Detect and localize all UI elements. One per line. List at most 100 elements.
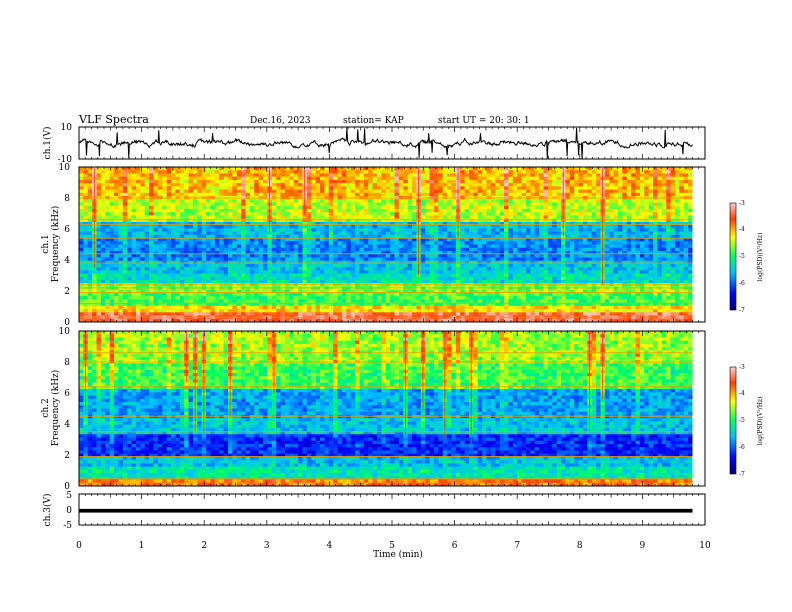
spectrogram-cell — [407, 273, 413, 278]
spectrogram-cell — [175, 241, 181, 245]
spectrogram-cell — [574, 212, 579, 216]
spectrogram-cell — [473, 234, 479, 239]
spectrogram-cell — [236, 257, 242, 262]
spectrogram-cell — [666, 218, 671, 223]
spectrogram-cell — [609, 179, 614, 184]
spectrogram-cell — [657, 244, 663, 249]
spectrogram-cell — [184, 225, 189, 229]
spectrogram-cell — [96, 263, 102, 268]
spectrogram-cell — [464, 263, 470, 268]
spectrogram-cell — [333, 267, 338, 271]
spectrogram-cell — [534, 241, 540, 245]
spectrogram-cell — [210, 208, 216, 213]
spectrogram-cell — [179, 225, 185, 229]
spectrogram-cell — [96, 260, 102, 265]
spectrogram-cell — [109, 179, 115, 184]
spectrogram-cell — [591, 263, 597, 268]
spectrogram-cell — [666, 270, 671, 274]
spectrogram-cell — [425, 192, 430, 197]
spectrogram-cell — [473, 173, 479, 178]
spectrogram-cell — [508, 212, 514, 216]
spectrogram-cell — [398, 173, 404, 178]
spectrogram-cell — [197, 189, 203, 194]
spectrogram-cell — [517, 250, 522, 255]
spectrogram-cell — [188, 221, 194, 226]
spectrogram-cell — [420, 276, 426, 281]
spectrogram-cell — [552, 270, 558, 274]
spectrogram-cell — [394, 189, 400, 194]
spectrogram-cell — [688, 270, 693, 274]
spectrogram-cell — [149, 218, 154, 223]
spectrogram-cell — [679, 270, 685, 274]
spectrogram-cell — [530, 238, 536, 242]
spectrogram-cell — [574, 202, 579, 207]
spectrogram-cell — [201, 199, 207, 203]
spectrogram-cell — [114, 238, 119, 242]
spectrogram-cell — [359, 183, 365, 187]
spectrogram-cell — [688, 215, 693, 220]
spectrogram-cell — [219, 273, 224, 278]
spectrogram-cell — [622, 276, 628, 281]
spectrogram-cell — [670, 199, 676, 203]
spectrogram-cell — [166, 234, 172, 239]
spectrogram-cell — [683, 189, 689, 194]
spectrogram-cell — [394, 225, 400, 229]
spectrogram-cell — [109, 170, 115, 174]
spectrogram-cell — [214, 257, 220, 262]
spectrogram-cell — [280, 176, 286, 181]
spectrogram-cell — [131, 267, 137, 271]
spectrogram-cell — [306, 257, 312, 262]
spectrogram-cell — [460, 247, 466, 252]
spectrogram-cell — [83, 228, 89, 232]
spectrogram-cell — [653, 212, 658, 216]
spectrogram-cell — [271, 280, 277, 284]
spectrogram-cell — [149, 228, 154, 232]
spectrogram-cell — [258, 247, 264, 252]
spectrogram-cell — [223, 276, 229, 281]
spectrogram-cell — [565, 241, 571, 245]
spectrogram-cell — [412, 238, 417, 242]
spectrogram-cell — [547, 260, 553, 265]
spectrogram-cell — [135, 231, 141, 236]
spectrogram-cell — [245, 212, 251, 216]
spectrogram-cell — [223, 215, 229, 220]
spectrogram-cell — [635, 170, 641, 174]
spectrogram-cell — [271, 183, 277, 187]
spectrogram-cell — [504, 215, 509, 220]
spectrogram-cell — [245, 173, 251, 178]
spectrogram-cell — [547, 228, 553, 232]
spectrogram-cell — [328, 176, 334, 181]
spectrogram-cell — [517, 186, 522, 191]
spectrogram-cell — [420, 225, 426, 229]
spectrogram-cell — [556, 179, 562, 184]
spectrogram-cell — [333, 221, 338, 226]
spectrogram-cell — [420, 273, 426, 278]
spectrogram-cell — [617, 267, 623, 271]
spectrogram-cell — [679, 267, 685, 271]
spectrogram-cell — [350, 241, 356, 245]
spectrogram-cell — [289, 241, 295, 245]
spectrogram-cell — [512, 234, 518, 239]
spectrogram-cell — [271, 215, 277, 220]
spectrogram-cell — [131, 212, 137, 216]
spectrogram-cell — [657, 273, 663, 278]
spectrogram-cell — [341, 228, 347, 232]
spectrogram-cell — [109, 241, 115, 245]
spectrogram-cell — [219, 208, 224, 213]
spectrogram-cell — [162, 234, 168, 239]
spectrogram-cell — [258, 170, 264, 174]
spectrogram-cell — [582, 218, 588, 223]
spectrogram-cell — [473, 228, 479, 232]
spectrogram-cell — [79, 267, 84, 271]
spectrogram-cell — [591, 205, 597, 210]
spectrogram-cell — [622, 267, 628, 271]
spectrogram-cell — [289, 257, 295, 262]
spectrogram-cell — [276, 225, 281, 229]
spectrogram-cell — [591, 276, 597, 281]
spectrogram-cell — [122, 192, 128, 197]
spectrogram-cell — [525, 241, 531, 245]
spectrogram-cell — [578, 202, 584, 207]
spectrogram-cell — [429, 263, 435, 268]
spectrogram-cell — [390, 234, 395, 239]
spectrogram-cell — [490, 208, 496, 213]
